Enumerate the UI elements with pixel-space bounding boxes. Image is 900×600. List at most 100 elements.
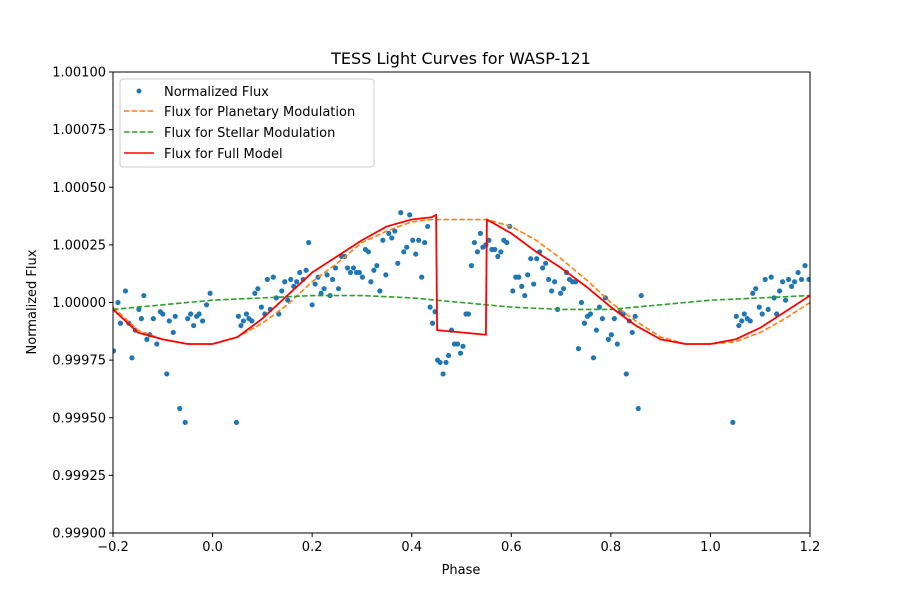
data-point bbox=[196, 311, 202, 317]
data-point bbox=[802, 263, 808, 269]
data-point bbox=[510, 288, 516, 294]
chart-title: TESS Light Curves for WASP-121 bbox=[330, 49, 591, 68]
data-point bbox=[457, 350, 464, 356]
data-point bbox=[138, 316, 144, 322]
x-tick-label: 1.2 bbox=[800, 540, 821, 555]
data-point bbox=[730, 419, 736, 425]
data-point bbox=[750, 290, 756, 296]
data-point bbox=[170, 329, 176, 336]
x-tick-label: 1.0 bbox=[700, 540, 721, 555]
data-point bbox=[182, 419, 188, 425]
flux-for-full-model-line bbox=[113, 214, 810, 345]
data-point bbox=[113, 348, 117, 354]
data-point bbox=[172, 313, 178, 319]
data-point bbox=[191, 322, 197, 329]
data-point bbox=[768, 274, 774, 280]
data-point bbox=[350, 265, 357, 271]
data-point bbox=[233, 419, 240, 425]
data-point bbox=[324, 272, 330, 278]
data-point bbox=[791, 279, 798, 285]
data-point bbox=[294, 279, 300, 285]
data-point bbox=[371, 267, 377, 273]
data-point bbox=[374, 263, 380, 269]
data-point bbox=[753, 286, 759, 292]
data-point bbox=[445, 352, 452, 359]
data-point bbox=[798, 276, 805, 283]
data-point bbox=[416, 237, 422, 243]
y-tick-label: 1.00100 bbox=[52, 66, 106, 81]
data-point bbox=[419, 274, 425, 280]
data-point bbox=[377, 288, 383, 294]
data-point bbox=[258, 304, 264, 310]
data-point bbox=[335, 286, 342, 292]
data-point bbox=[356, 269, 363, 276]
data-point bbox=[200, 318, 206, 324]
x-tick-label: 0.6 bbox=[501, 540, 522, 555]
data-point bbox=[460, 343, 466, 349]
data-point bbox=[166, 318, 172, 324]
data-point bbox=[528, 256, 534, 262]
data-point bbox=[762, 276, 768, 283]
data-point bbox=[359, 274, 366, 280]
data-point bbox=[252, 290, 258, 296]
legend-label-full-model: Flux for Full Model bbox=[164, 147, 283, 162]
x-tick-label: 0.2 bbox=[302, 540, 323, 555]
x-axis: −0.2 0.0 0.2 0.4 0.6 0.8 1.0 1.2 bbox=[97, 533, 820, 555]
data-point bbox=[249, 318, 255, 324]
data-point bbox=[285, 297, 291, 303]
data-point bbox=[430, 320, 436, 326]
data-point bbox=[204, 302, 210, 308]
data-point bbox=[177, 405, 183, 412]
data-point bbox=[608, 332, 614, 338]
data-point bbox=[635, 405, 641, 412]
data-point bbox=[623, 371, 629, 377]
data-point bbox=[632, 313, 638, 319]
data-point bbox=[365, 249, 371, 255]
data-point bbox=[747, 318, 753, 324]
data-point bbox=[395, 260, 401, 266]
y-axis: 0.99900 0.99925 0.99950 0.99975 1.00000 1.000… bbox=[52, 66, 113, 542]
data-point bbox=[440, 371, 446, 377]
data-point bbox=[243, 311, 250, 317]
x-tick-label: 0.8 bbox=[601, 540, 622, 555]
data-point bbox=[115, 299, 121, 306]
data-point bbox=[312, 281, 318, 287]
data-point bbox=[549, 288, 555, 294]
data-point bbox=[599, 316, 605, 322]
data-point bbox=[443, 359, 449, 366]
data-point bbox=[492, 246, 498, 253]
data-point bbox=[279, 288, 285, 294]
data-point bbox=[638, 292, 644, 299]
x-tick-label: 0.0 bbox=[202, 540, 223, 555]
data-point bbox=[136, 306, 142, 313]
data-point bbox=[383, 272, 389, 278]
data-point bbox=[605, 336, 611, 342]
data-point bbox=[785, 276, 792, 283]
data-point bbox=[288, 276, 294, 283]
data-point bbox=[386, 230, 392, 236]
data-point bbox=[188, 311, 194, 317]
data-point bbox=[614, 341, 620, 347]
data-point bbox=[404, 244, 410, 250]
data-point bbox=[739, 318, 745, 324]
data-point bbox=[344, 265, 351, 271]
data-point bbox=[575, 346, 582, 352]
data-point bbox=[437, 359, 443, 366]
data-point bbox=[235, 313, 242, 319]
data-point bbox=[543, 260, 549, 266]
data-point bbox=[560, 286, 567, 292]
y-axis-label: Normalized Flux bbox=[25, 249, 40, 354]
data-point bbox=[581, 320, 588, 326]
data-point bbox=[410, 237, 416, 243]
data-point bbox=[590, 355, 597, 361]
y-tick-label: 0.99975 bbox=[52, 354, 106, 369]
data-point bbox=[495, 253, 501, 259]
data-point bbox=[756, 304, 762, 310]
y-tick-label: 1.00000 bbox=[52, 296, 106, 311]
y-tick-label: 1.00025 bbox=[52, 238, 106, 253]
data-point bbox=[117, 320, 124, 326]
data-point bbox=[164, 371, 170, 377]
data-point bbox=[519, 283, 525, 289]
data-point bbox=[552, 279, 558, 285]
flux-for-stellar-modulation-line bbox=[113, 294, 810, 311]
